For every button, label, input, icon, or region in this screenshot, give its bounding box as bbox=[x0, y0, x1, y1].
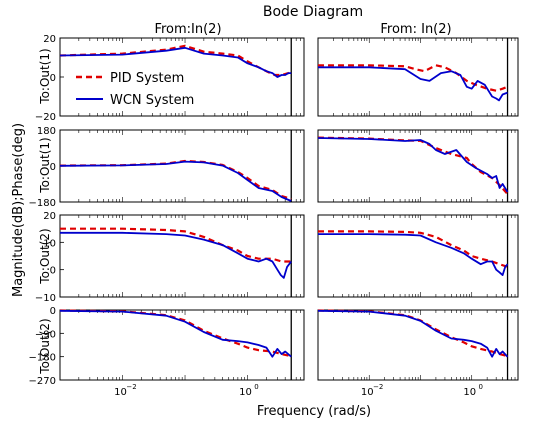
wcn-series-line bbox=[59, 160, 292, 202]
pid-series-line bbox=[59, 44, 292, 77]
y-tick-label: −20 bbox=[35, 112, 56, 123]
wcn-series-line bbox=[317, 309, 509, 358]
figure-title: Bode Diagram bbox=[263, 4, 363, 20]
column-title-left: From:In(2) bbox=[154, 22, 221, 37]
legend: PID System WCN System bbox=[76, 71, 194, 108]
x-tick-exponent: −2 bbox=[126, 383, 136, 391]
x-axis-label: Frequency (rad/s) bbox=[257, 404, 371, 419]
wcn-series-line bbox=[59, 46, 292, 78]
wcn-series-line bbox=[317, 137, 509, 193]
y-tick-label: 180 bbox=[37, 126, 56, 137]
row-label-4: To:Out(2) bbox=[38, 318, 52, 374]
panel-r3-c1: 10 −2 10 0 bbox=[317, 309, 519, 398]
panel-r1-c1 bbox=[317, 129, 519, 203]
pid-series-line bbox=[60, 227, 292, 263]
y-tick-label: −90 bbox=[35, 329, 56, 340]
y-tick-label: 0 bbox=[50, 162, 56, 173]
panel-r2-c1 bbox=[317, 214, 519, 298]
legend-wcn-label: WCN System bbox=[110, 93, 194, 108]
y-tick-label: 10 bbox=[43, 238, 56, 249]
row-label-1: To:Out(1) bbox=[38, 48, 52, 104]
pid-series-line bbox=[59, 159, 292, 201]
x-tick-exponent: 0 bbox=[254, 383, 258, 391]
panel-r1-c0: 180 0 −180 bbox=[29, 126, 305, 209]
pid-series-line bbox=[318, 64, 508, 92]
y-tick-label: −180 bbox=[29, 198, 56, 209]
x-tick-label: 10 bbox=[114, 387, 127, 398]
legend-pid-label: PID System bbox=[110, 71, 184, 86]
wcn-series-line bbox=[318, 66, 508, 102]
y-tick-label: −10 bbox=[35, 293, 56, 304]
panel-frame bbox=[59, 214, 305, 298]
x-tick-exponent: 0 bbox=[478, 383, 482, 391]
row-label-3: To:Out(2) bbox=[38, 228, 52, 284]
panel-r0-c0: 20 0 −20 bbox=[35, 34, 305, 123]
y-tick-label: 0 bbox=[50, 73, 56, 84]
pid-series-line bbox=[59, 309, 292, 358]
x-tick-exponent: −2 bbox=[373, 383, 383, 391]
pid-series-line bbox=[317, 136, 509, 195]
x-tick-label: 10 bbox=[361, 387, 374, 398]
x-tick-label: 10 bbox=[239, 387, 252, 398]
wcn-series-line bbox=[59, 309, 292, 358]
y-axis-label: Magnitude(dB);Phase(deg) bbox=[11, 123, 26, 297]
panel-frame bbox=[317, 214, 519, 298]
y-tick-label: −270 bbox=[29, 376, 56, 387]
wcn-series-line bbox=[318, 233, 509, 277]
panel-r2-c0: 20 10 0 −10 bbox=[35, 211, 305, 304]
panel-r0-c1 bbox=[317, 37, 519, 117]
x-tick-label: 10 bbox=[463, 387, 476, 398]
y-tick-label: 20 bbox=[43, 211, 56, 222]
row-label-2: To:Out(1) bbox=[38, 137, 52, 193]
y-tick-label: 0 bbox=[50, 266, 56, 277]
column-title-right: From: In(2) bbox=[380, 22, 451, 37]
y-tick-label: 20 bbox=[43, 34, 56, 45]
pid-series-line bbox=[318, 230, 508, 268]
wcn-series-line bbox=[60, 231, 292, 279]
y-tick-label: 0 bbox=[50, 306, 56, 317]
y-tick-label: −180 bbox=[29, 353, 56, 364]
